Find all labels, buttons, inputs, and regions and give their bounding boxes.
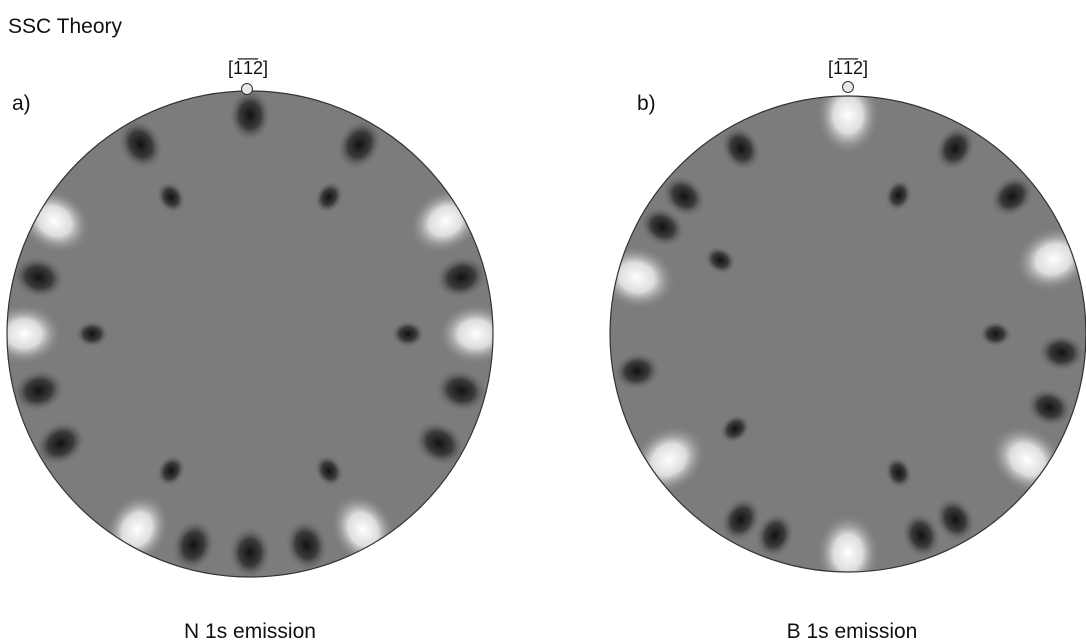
panel-caption: N 1s emission (184, 620, 316, 643)
page: SSC Theory a) [1̅1̅2] N 1s emission b) [… (0, 0, 1086, 644)
direction-label: [1̅1̅2] (228, 58, 268, 78)
direction-marker (843, 82, 854, 93)
bright-lobe (816, 513, 881, 594)
figure: SSC Theory a) [1̅1̅2] N 1s emission b) [… (0, 0, 1086, 644)
panel-label: b) (637, 92, 656, 115)
dark-lobe (391, 320, 425, 347)
dark-lobe (75, 320, 109, 347)
dark-lobe (229, 526, 272, 579)
dark-lobe (979, 321, 1012, 348)
panel-caption: B 1s emission (787, 620, 918, 643)
direction-label: [1̅1̅2] (828, 58, 868, 78)
panel-label: a) (12, 92, 31, 115)
pattern-disc (610, 96, 1086, 572)
direction-marker (242, 84, 253, 95)
dark-lobe (229, 89, 272, 142)
figure-title: SSC Theory (8, 15, 122, 38)
bright-lobe (437, 303, 515, 365)
